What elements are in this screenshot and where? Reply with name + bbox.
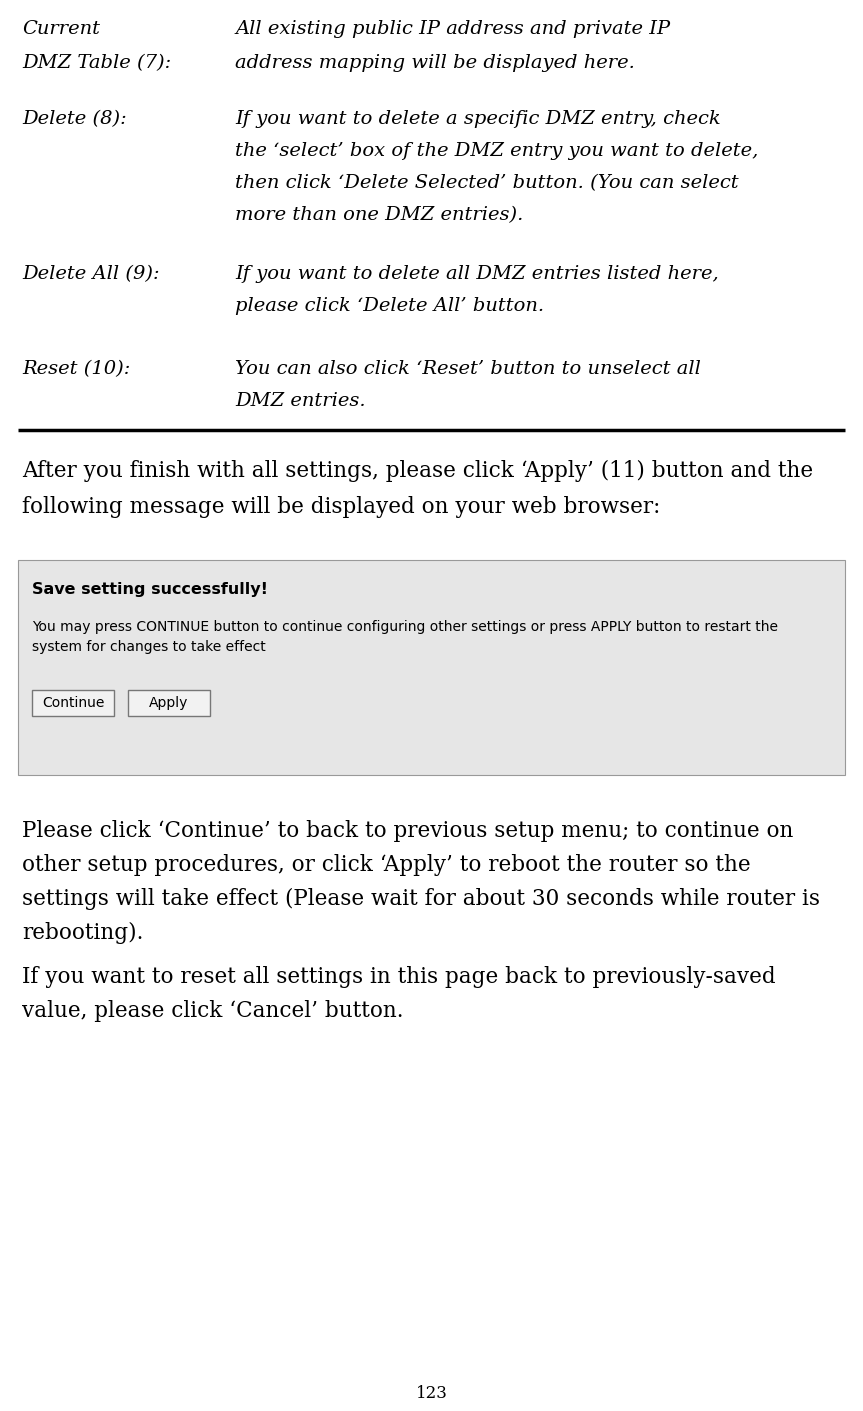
- FancyBboxPatch shape: [128, 690, 210, 715]
- Text: After you finish with all settings, please click ‘Apply’ (11) button and the: After you finish with all settings, plea…: [22, 460, 813, 483]
- Text: Current: Current: [22, 20, 100, 38]
- Text: Apply: Apply: [149, 696, 189, 710]
- Text: You may press CONTINUE button to continue configuring other settings or press AP: You may press CONTINUE button to continu…: [32, 619, 778, 634]
- Text: rebooting).: rebooting).: [22, 921, 143, 944]
- Text: more than one DMZ entries).: more than one DMZ entries).: [235, 206, 523, 224]
- Text: system for changes to take effect: system for changes to take effect: [32, 641, 266, 655]
- Text: Continue: Continue: [41, 696, 104, 710]
- Text: address mapping will be displayed here.: address mapping will be displayed here.: [235, 54, 635, 72]
- FancyBboxPatch shape: [32, 690, 114, 715]
- Text: You can also click ‘Reset’ button to unselect all: You can also click ‘Reset’ button to uns…: [235, 360, 701, 378]
- Text: DMZ entries.: DMZ entries.: [235, 392, 366, 411]
- Text: the ‘select’ box of the DMZ entry you want to delete,: the ‘select’ box of the DMZ entry you wa…: [235, 143, 759, 159]
- Text: If you want to reset all settings in this page back to previously-saved: If you want to reset all settings in thi…: [22, 967, 776, 988]
- Text: then click ‘Delete Selected’ button. (You can select: then click ‘Delete Selected’ button. (Yo…: [235, 174, 739, 192]
- Text: Reset (10):: Reset (10):: [22, 360, 130, 378]
- Text: Save setting successfully!: Save setting successfully!: [32, 581, 268, 597]
- Text: 123: 123: [416, 1386, 447, 1403]
- Text: DMZ Table (7):: DMZ Table (7):: [22, 54, 171, 72]
- Text: Delete All (9):: Delete All (9):: [22, 265, 160, 284]
- Text: please click ‘Delete All’ button.: please click ‘Delete All’ button.: [235, 296, 545, 315]
- Text: Please click ‘Continue’ to back to previous setup menu; to continue on: Please click ‘Continue’ to back to previ…: [22, 820, 793, 842]
- FancyBboxPatch shape: [18, 560, 845, 775]
- Text: All existing public IP address and private IP: All existing public IP address and priva…: [235, 20, 671, 38]
- Text: Delete (8):: Delete (8):: [22, 110, 127, 128]
- Text: following message will be displayed on your web browser:: following message will be displayed on y…: [22, 497, 660, 518]
- Text: settings will take effect (Please wait for about 30 seconds while router is: settings will take effect (Please wait f…: [22, 888, 820, 910]
- Text: If you want to delete all DMZ entries listed here,: If you want to delete all DMZ entries li…: [235, 265, 719, 284]
- Text: If you want to delete a specific DMZ entry, check: If you want to delete a specific DMZ ent…: [235, 110, 721, 128]
- Text: other setup procedures, or click ‘Apply’ to reboot the router so the: other setup procedures, or click ‘Apply’…: [22, 854, 751, 876]
- Text: value, please click ‘Cancel’ button.: value, please click ‘Cancel’ button.: [22, 1000, 404, 1022]
